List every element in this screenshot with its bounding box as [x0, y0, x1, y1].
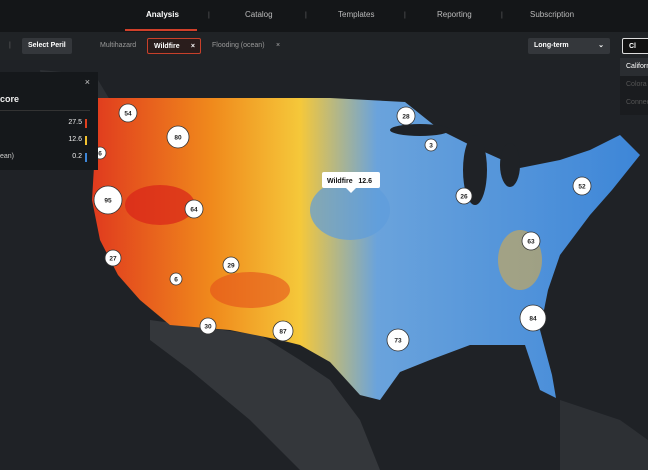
cluster-marker[interactable]: [521, 231, 541, 251]
cluster-marker[interactable]: [519, 304, 547, 332]
cluster-count: 6: [98, 151, 102, 158]
cluster-count: 29: [227, 263, 235, 270]
separator: |: [404, 12, 406, 19]
suggestions: Californ Colora Connec: [620, 58, 648, 115]
tooltip-label: Wildfire: [327, 178, 353, 185]
cluster-marker[interactable]: [104, 249, 122, 267]
suggestion[interactable]: Californ: [620, 58, 648, 76]
lake: [390, 124, 450, 136]
cluster-count: 6: [174, 277, 178, 284]
tab[interactable]: Catalog: [245, 10, 273, 19]
cluster-marker[interactable]: [572, 176, 592, 196]
clusters: 54 80 28 3 6 95 64 26 52 27 6 29 63 30 87 73 84: [93, 103, 592, 352]
cluster-count: 63: [527, 239, 535, 246]
cluster-marker[interactable]: [118, 103, 138, 123]
hotspot: [210, 272, 290, 308]
separator: |: [305, 12, 307, 19]
cool-area: [310, 180, 390, 240]
panel-title: core: [0, 94, 20, 104]
separator: |: [501, 12, 503, 19]
chevron: ⌄: [598, 42, 604, 49]
select-label: Long-term: [534, 42, 569, 49]
cluster-count: 54: [124, 111, 132, 118]
peril-chip-active[interactable]: Wildfire ×: [147, 38, 201, 54]
cluster-marker[interactable]: [386, 328, 410, 352]
row-value: 0.2: [72, 153, 82, 160]
horizon-select[interactable]: Long-term ⌄: [528, 38, 610, 54]
hotspot: [125, 185, 195, 225]
cluster-marker[interactable]: [93, 185, 123, 215]
cluster-count: 28: [402, 114, 410, 121]
search-input[interactable]: Cl: [622, 38, 648, 54]
row-swatch: [85, 119, 87, 128]
mexico: [150, 320, 380, 470]
close-icon[interactable]: ×: [84, 77, 90, 87]
cluster-count: 52: [578, 184, 586, 191]
cluster-marker[interactable]: [396, 106, 416, 126]
top-nav: Analysis | Catalog | Templates | Reporti…: [0, 0, 648, 32]
cluster-count: 87: [279, 329, 287, 336]
peril-chip[interactable]: Multihazard: [100, 42, 137, 49]
divider: [0, 110, 90, 111]
lake: [463, 135, 487, 205]
cluster-marker[interactable]: [199, 317, 217, 335]
cluster-marker[interactable]: [455, 187, 473, 205]
cluster-marker[interactable]: [166, 125, 190, 149]
cluster-count: 73: [394, 338, 402, 345]
tab[interactable]: Templates: [338, 10, 375, 19]
tooltip-value: 12.6: [358, 178, 372, 185]
cluster-count: 95: [104, 198, 112, 205]
score-panel: × core 27.5 12.6 ean) 0.2: [0, 72, 98, 170]
cluster-count: 80: [174, 135, 182, 142]
row-value: 12.6: [68, 136, 82, 143]
cluster-count: 30: [204, 324, 212, 331]
row-swatch: [85, 136, 87, 145]
row-value: 27.5: [68, 119, 82, 126]
tooltip[interactable]: Wildfire 12.6: [322, 172, 380, 193]
peril-select[interactable]: Select Peril: [22, 38, 72, 54]
separator: |: [9, 42, 11, 49]
land: [40, 70, 648, 470]
cluster-marker[interactable]: [222, 256, 240, 274]
chip-label: Wildfire: [154, 43, 180, 50]
cluster-marker[interactable]: [169, 272, 183, 286]
cluster-count: 27: [109, 256, 117, 263]
suggestion[interactable]: Connec: [626, 99, 648, 106]
remove-icon[interactable]: ×: [190, 43, 195, 50]
remove-icon[interactable]: ×: [276, 42, 281, 49]
row-label: ean): [0, 153, 15, 160]
cluster-count: 84: [529, 316, 537, 323]
tab[interactable]: Analysis: [146, 10, 179, 19]
lake: [500, 143, 520, 187]
row-swatch: [85, 153, 87, 162]
active-underline: [125, 29, 197, 31]
cluster-marker[interactable]: [184, 199, 204, 219]
suggestion[interactable]: Colora: [626, 81, 647, 88]
cluster-marker[interactable]: [424, 138, 438, 152]
cluster-count: 3: [429, 143, 433, 150]
separator: |: [208, 12, 210, 19]
filter-bar: | Select Peril Multihazard Wildfire × Flo…: [0, 32, 648, 60]
cluster-marker[interactable]: [272, 320, 294, 342]
peril-chip[interactable]: Flooding (ocean): [212, 42, 265, 49]
cluster-count: 26: [460, 194, 468, 201]
cluster-count: 64: [190, 207, 198, 214]
tab[interactable]: Reporting: [437, 10, 472, 19]
tab[interactable]: Subscription: [530, 10, 575, 19]
